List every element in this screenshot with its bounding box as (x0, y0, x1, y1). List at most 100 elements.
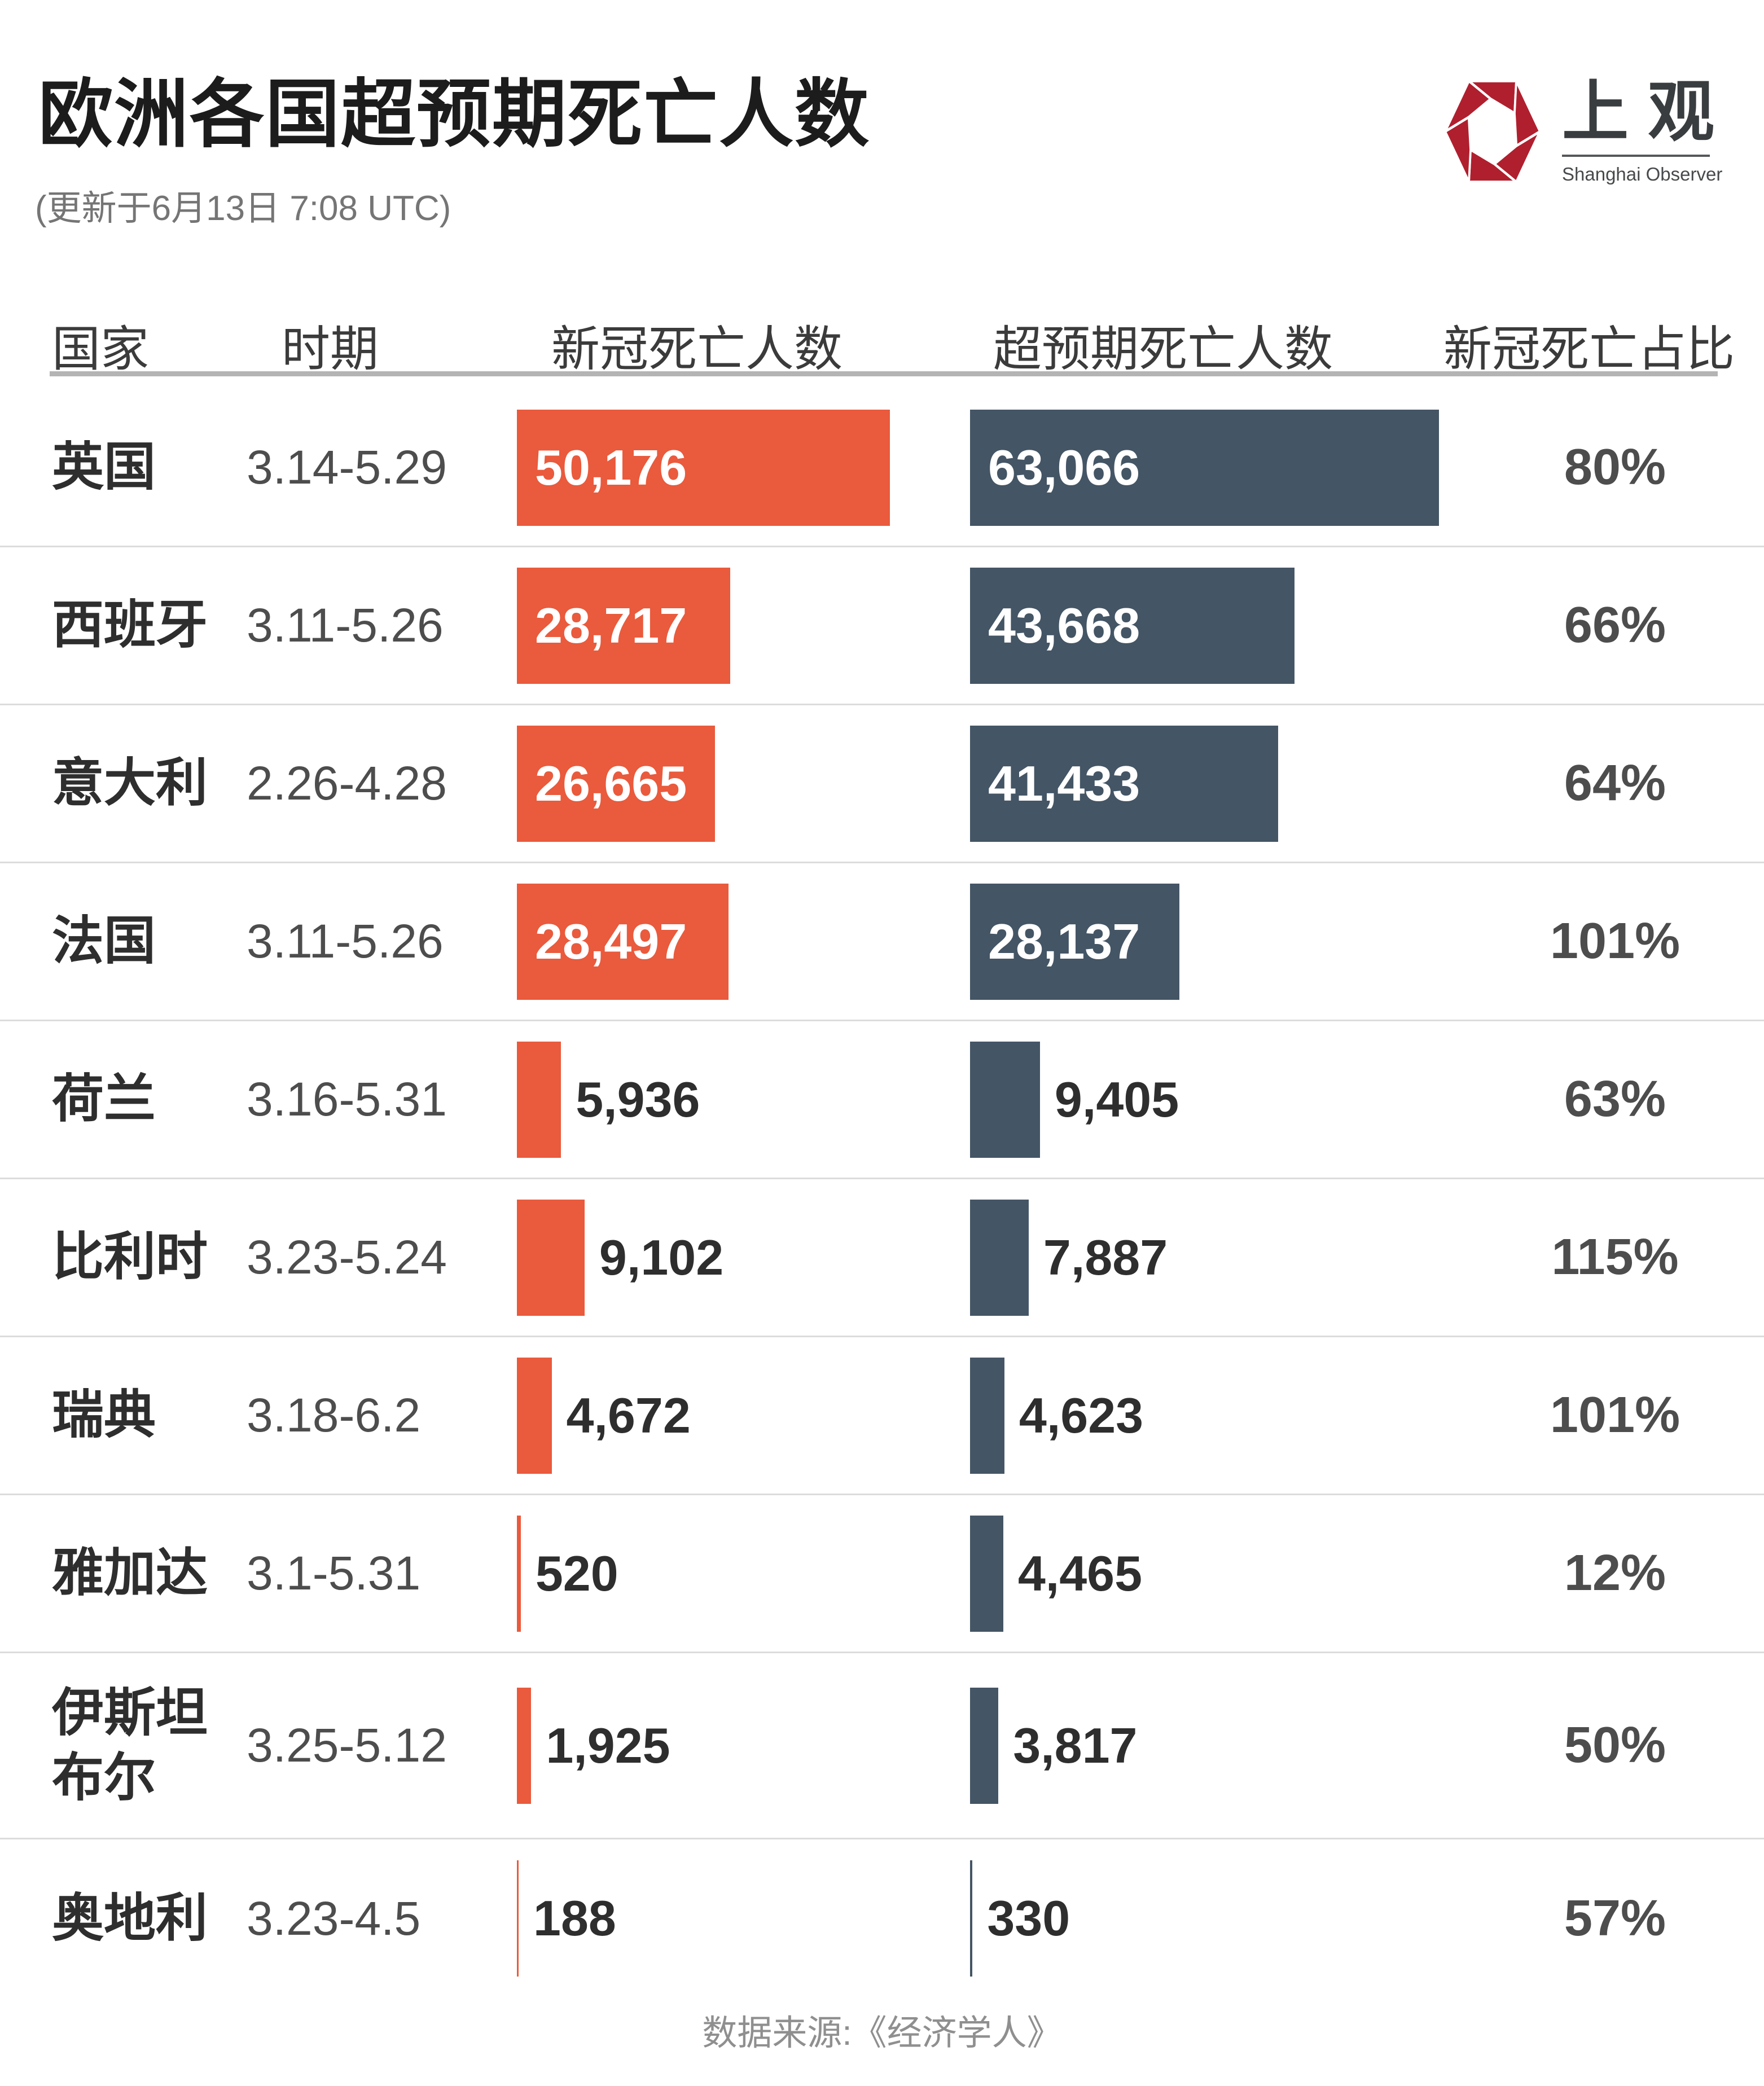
period-range: 3.16-5.31 (247, 1073, 447, 1126)
covid-deaths-bar-zone: 5,936 (517, 1041, 970, 1158)
header-separator-line (50, 371, 1718, 376)
period-range: 3.23-5.24 (247, 1231, 447, 1284)
aperture-logo-icon (1442, 78, 1543, 185)
covid-deaths-value: 520 (535, 1545, 618, 1601)
excess-deaths-value: 9,405 (1054, 1071, 1179, 1127)
covid-deaths-bar (517, 1515, 521, 1632)
covid-share-percent: 50% (1564, 1717, 1666, 1773)
table-row: 奥地利 3.23-4.5 188 330 57% (0, 1839, 1764, 1997)
column-header-excess-deaths: 超预期死亡人数 (993, 322, 1333, 376)
excess-deaths-bar (970, 1860, 973, 1977)
country-name: 雅加达 (52, 1544, 208, 1602)
period-range: 3.18-6.2 (247, 1389, 421, 1442)
covid-deaths-bar (517, 1041, 561, 1158)
excess-deaths-bar-zone: 4,623 (970, 1357, 1470, 1474)
excess-deaths-value: 7,887 (1043, 1229, 1168, 1285)
excess-deaths-bar-zone: 7,887 (970, 1199, 1470, 1316)
table-row: 意大利 2.26-4.28 26,665 41,433 64% (0, 705, 1764, 863)
excess-deaths-bar: 43,668 (970, 567, 1295, 684)
period-range: 3.14-5.29 (247, 441, 447, 494)
covid-deaths-bar: 28,497 (517, 883, 729, 1000)
excess-deaths-bar: 41,433 (970, 725, 1278, 842)
logo-en-text: Shanghai Observer (1562, 163, 1723, 185)
excess-deaths-bar: 28,137 (970, 883, 1179, 1000)
period-range: 2.26-4.28 (247, 757, 447, 810)
excess-deaths-bar (970, 1515, 1003, 1632)
excess-deaths-bar-zone: 63,066 (970, 409, 1470, 526)
country-name: 比利时 (52, 1228, 208, 1286)
covid-deaths-value: 50,176 (535, 439, 687, 495)
covid-share-percent: 64% (1564, 755, 1666, 811)
period-range: 3.11-5.26 (247, 915, 444, 968)
covid-deaths-bar-zone: 9,102 (517, 1199, 970, 1316)
covid-share-percent: 63% (1564, 1071, 1666, 1127)
period-range: 3.11-5.26 (247, 599, 444, 652)
covid-deaths-bar-zone: 520 (517, 1515, 970, 1632)
table-row: 瑞典 3.18-6.2 4,672 4,623 101% (0, 1337, 1764, 1495)
excess-deaths-value: 3,817 (1013, 1717, 1138, 1773)
excess-deaths-value: 330 (987, 1890, 1070, 1946)
excess-deaths-bar (970, 1199, 1029, 1316)
excess-deaths-value: 4,465 (1017, 1545, 1143, 1601)
excess-deaths-bar-zone: 4,465 (970, 1515, 1470, 1632)
excess-deaths-bar (970, 1357, 1004, 1474)
covid-deaths-value: 5,936 (576, 1071, 700, 1127)
country-name: 法国 (52, 912, 156, 970)
update-timestamp: (更新于6月13日 7:08 UTC) (35, 189, 451, 228)
page-title: 欧洲各国超预期死亡人数 (38, 73, 870, 156)
covid-deaths-bar-zone: 28,717 (517, 567, 970, 684)
country-name: 荷兰 (52, 1070, 156, 1128)
excess-deaths-bar (970, 1687, 999, 1804)
covid-deaths-value: 1,925 (546, 1717, 670, 1773)
covid-share-percent: 101% (1550, 1387, 1680, 1443)
table-row: 英国 3.14-5.29 50,176 63,066 80% (0, 389, 1764, 547)
country-name: 奥地利 (52, 1889, 208, 1947)
table-row: 雅加达 3.1-5.31 520 4,465 12% (0, 1495, 1764, 1653)
covid-deaths-bar: 26,665 (517, 725, 716, 842)
excess-deaths-value: 28,137 (988, 913, 1140, 969)
country-name: 伊斯坦布尔 (52, 1684, 208, 1807)
excess-deaths-bar-zone: 41,433 (970, 725, 1470, 842)
table-row: 比利时 3.23-5.24 9,102 7,887 115% (0, 1179, 1764, 1337)
covid-deaths-bar-zone: 4,672 (517, 1357, 970, 1474)
covid-deaths-value: 4,672 (566, 1387, 691, 1443)
excess-deaths-value: 43,668 (988, 597, 1140, 653)
covid-share-percent: 66% (1564, 597, 1666, 653)
column-header-country: 国家 (52, 322, 149, 376)
logo-cn-text: 上观 (1562, 75, 1734, 150)
period-range: 3.23-4.5 (247, 1891, 421, 1945)
covid-deaths-value: 28,717 (535, 597, 687, 653)
column-header-covid-share: 新冠死亡占比 (1443, 322, 1735, 376)
table-row: 西班牙 3.11-5.26 28,717 43,668 66% (0, 547, 1764, 705)
chart-rows: 英国 3.14-5.29 50,176 63,066 80% 西班牙 3.11-… (0, 389, 1764, 1997)
country-name: 西班牙 (52, 596, 208, 654)
column-header-period: 时期 (282, 322, 379, 376)
column-header-covid-deaths: 新冠死亡人数 (551, 322, 842, 376)
covid-deaths-bar-zone: 50,176 (517, 409, 970, 526)
excess-deaths-bar-zone: 9,405 (970, 1041, 1470, 1158)
covid-deaths-bar (517, 1687, 532, 1804)
covid-deaths-bar: 50,176 (517, 409, 890, 526)
covid-share-percent: 80% (1564, 439, 1666, 495)
covid-deaths-bar-zone: 28,497 (517, 883, 970, 1000)
shanghai-observer-logo: 上观 Shanghai Observer (1442, 75, 1734, 185)
covid-share-percent: 101% (1550, 913, 1680, 969)
covid-share-percent: 57% (1564, 1890, 1666, 1947)
covid-deaths-bar: 28,717 (517, 567, 731, 684)
covid-deaths-bar (517, 1357, 552, 1474)
country-name: 瑞典 (52, 1386, 156, 1444)
logo-text-block: 上观 Shanghai Observer (1562, 75, 1734, 185)
period-range: 3.1-5.31 (247, 1547, 421, 1600)
covid-deaths-bar-zone: 1,925 (517, 1687, 970, 1804)
excess-deaths-value: 63,066 (988, 439, 1140, 495)
covid-deaths-value: 26,665 (535, 755, 687, 811)
covid-share-percent: 115% (1551, 1229, 1679, 1285)
covid-deaths-bar (517, 1199, 585, 1316)
table-header-row: 国家 时期 新冠死亡人数 超预期死亡人数 新冠死亡占比 (0, 309, 1764, 376)
covid-deaths-bar (517, 1860, 519, 1977)
covid-deaths-value: 28,497 (535, 913, 687, 969)
excess-deaths-bar-zone: 28,137 (970, 883, 1470, 1000)
logo-divider (1562, 154, 1710, 157)
country-name: 英国 (52, 438, 156, 496)
